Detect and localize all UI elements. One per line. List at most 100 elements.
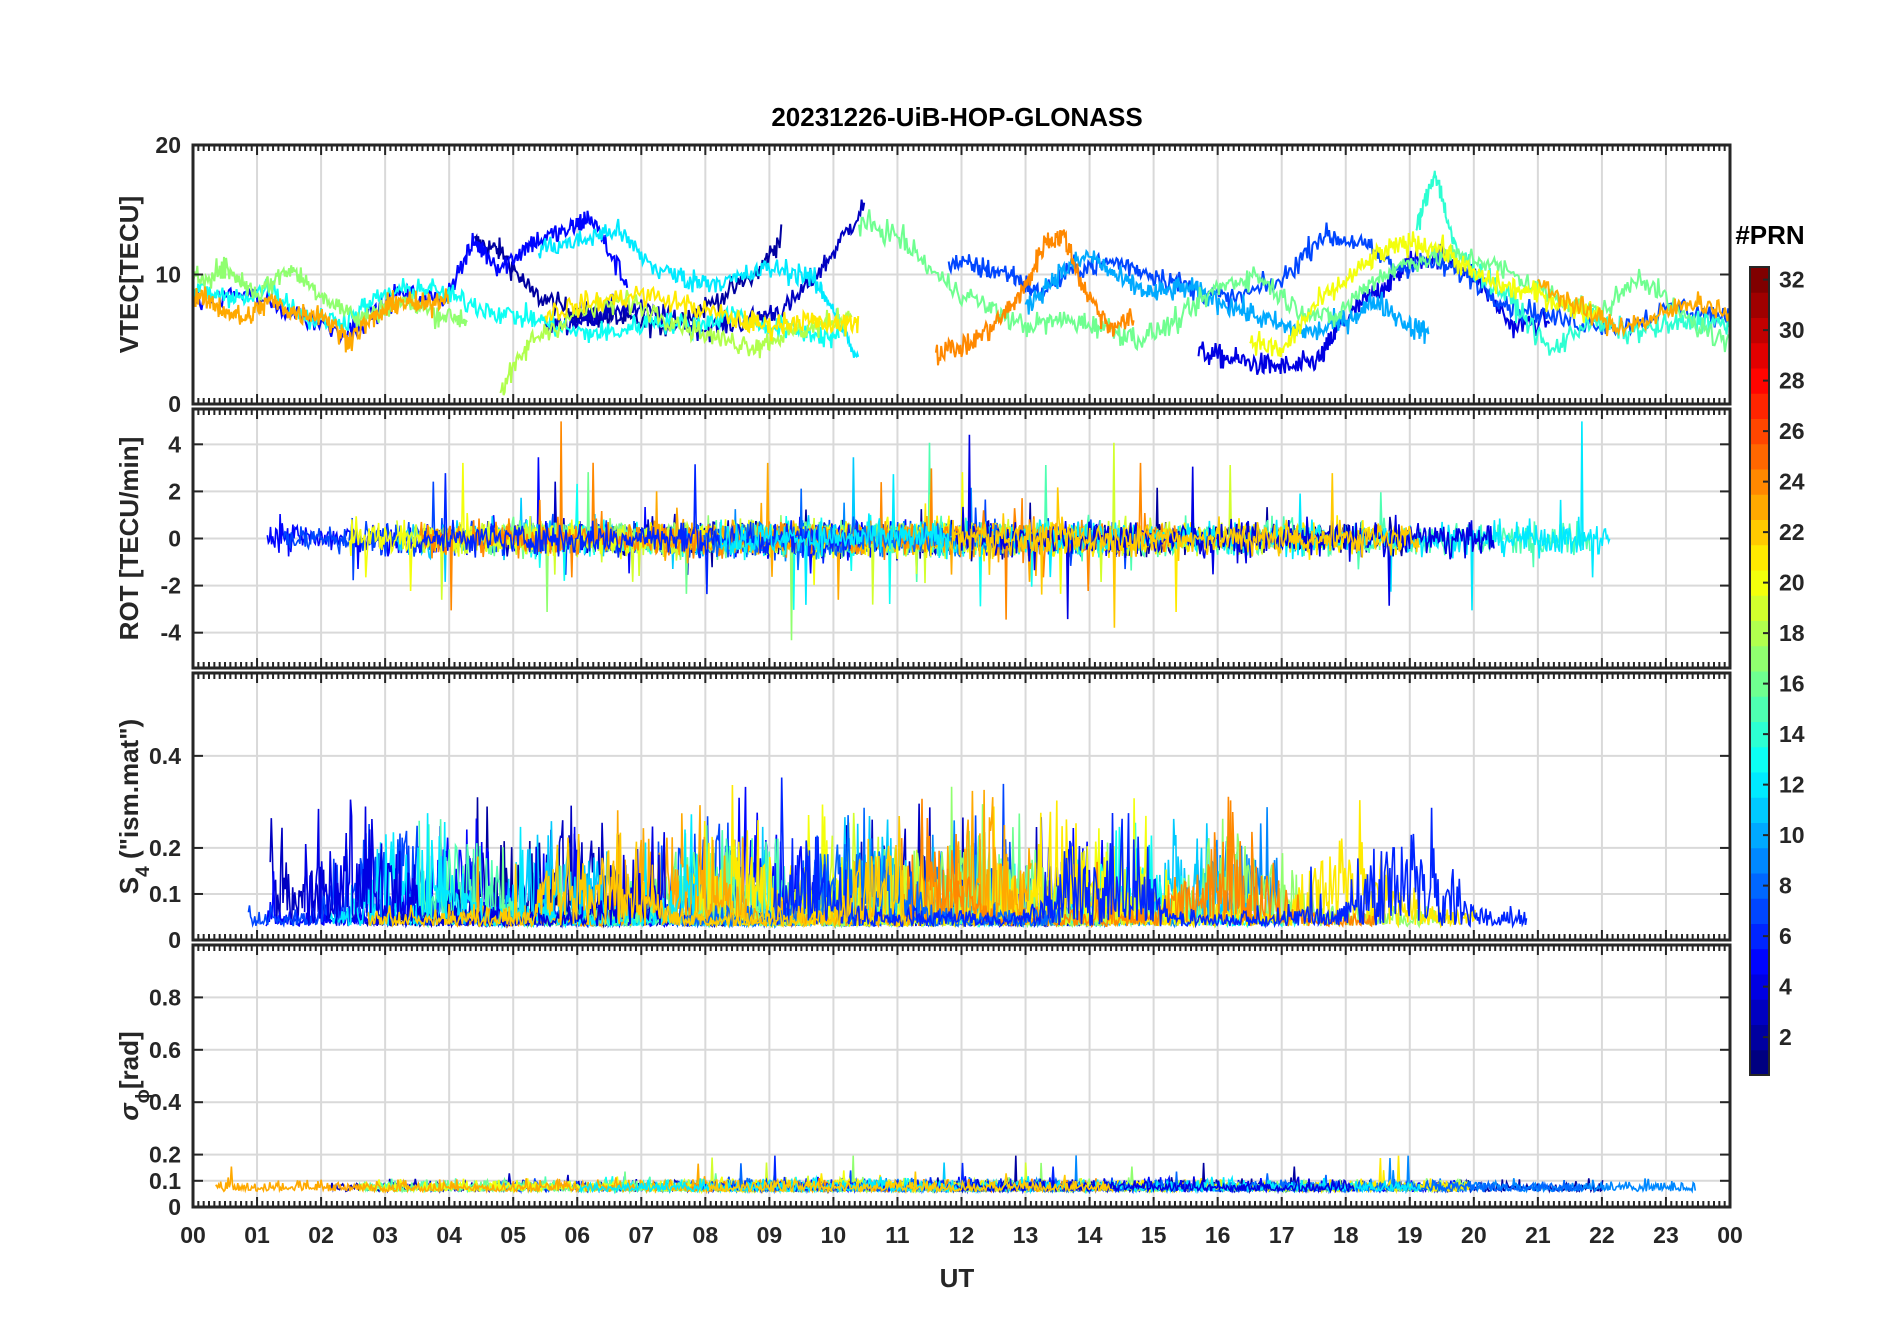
colorbar-swatch — [1750, 772, 1769, 798]
x-axis-label: UT — [940, 1263, 975, 1293]
ticks-rot — [192, 409, 1731, 668]
x-tick-label: 11 — [885, 1222, 910, 1248]
series-line — [949, 473, 1420, 628]
series-line — [193, 284, 450, 353]
colorbar-swatch — [1750, 822, 1769, 849]
colorbar-tick-label: 30 — [1779, 317, 1805, 343]
series-sigma — [215, 1155, 1697, 1195]
colorbar-title: #PRN — [1735, 220, 1804, 250]
series-line — [1537, 278, 1730, 338]
series-line — [1197, 243, 1551, 376]
colorbar-tick-label: 20 — [1779, 570, 1805, 596]
x-tick-label: 21 — [1525, 1222, 1551, 1248]
colorbar-swatch — [1750, 418, 1769, 445]
panel-s4: 0 0.1 0.2 0.4S4 ("ism.mat") — [114, 671, 1732, 953]
x-tick-label: 16 — [1205, 1222, 1231, 1248]
colorbar-swatch — [1750, 342, 1769, 369]
series-vtec — [193, 170, 1730, 396]
x-tick-label: 04 — [436, 1222, 462, 1248]
colorbar-swatch — [1750, 519, 1769, 546]
colorbar-swatch — [1750, 393, 1769, 419]
y-axis-label-rot: ROT [TECU/min] — [114, 437, 144, 641]
y-axis-label-s4: S4 ("ism.mat") — [114, 719, 154, 894]
y-tick-label: 0.1 — [149, 881, 181, 907]
colorbar-tick-label: 6 — [1779, 923, 1792, 949]
y-tick-label: 0.4 — [149, 1089, 181, 1115]
ticks-vtec — [192, 144, 1731, 405]
y-tick-label: 0.8 — [149, 984, 181, 1010]
colorbar-swatch — [1750, 974, 1769, 1000]
colorbar-swatch — [1750, 797, 1769, 823]
colorbar-swatch — [1750, 544, 1769, 571]
colorbar-swatch — [1750, 469, 1769, 495]
x-tick-label: 12 — [949, 1222, 975, 1248]
colorbar-swatch — [1750, 494, 1769, 520]
colorbar-tick-label: 14 — [1779, 721, 1805, 747]
ticks-s4 — [192, 673, 1731, 941]
x-tick-label: 01 — [244, 1222, 270, 1248]
y-axis-label-sigma: σϕ[rad] — [114, 1031, 154, 1120]
series-line — [934, 229, 1135, 366]
y-axis-label-vtec: VTEC[TECU] — [114, 196, 144, 353]
x-tick-label: 10 — [821, 1222, 847, 1248]
colorbar-swatch — [1750, 898, 1769, 924]
x-tick-label: 02 — [308, 1222, 334, 1248]
colorbar-swatch — [1750, 317, 1769, 344]
grid-vtec — [193, 145, 1730, 404]
x-tick-label: 06 — [564, 1222, 590, 1248]
x-tick-label: 00 — [180, 1222, 206, 1248]
series-line — [544, 285, 860, 342]
series-line — [1249, 231, 1602, 358]
panel-vtec: 0 10 20 VTEC[TECU] — [114, 132, 1732, 417]
colorbar-tick-label: 10 — [1779, 822, 1805, 848]
x-tick-label: 13 — [1013, 1222, 1039, 1248]
series-line — [842, 442, 1591, 583]
x-tick-label: 15 — [1141, 1222, 1167, 1248]
series-line — [537, 218, 860, 359]
y-tick-label: 0.4 — [149, 743, 181, 769]
ticks-sigma — [192, 945, 1731, 1208]
panel-rot: -4 -2 0 2 4 ROT [TECU/min] — [114, 407, 1732, 670]
colorbar-swatch — [1750, 746, 1769, 773]
y-tick-label: 4 — [168, 431, 181, 457]
colorbar-frame — [1749, 266, 1770, 1076]
y-tick-label: 0 — [168, 391, 181, 417]
x-tick-label: 08 — [693, 1222, 719, 1248]
panel-sigma: 00.10.2 0.4 0.6 0.8 σϕ[rad] 00 01 02 03 04 05 06 07 0… — [114, 943, 1743, 1248]
colorbar-swatch — [1750, 671, 1769, 697]
colorbar-swatch — [1750, 873, 1769, 899]
series-line — [473, 224, 783, 339]
y-tick-label: 0 — [168, 526, 181, 552]
colorbar-swatch — [1750, 1024, 1769, 1051]
x-tick-label: 05 — [500, 1222, 526, 1248]
colorbar-swatch — [1750, 999, 1769, 1025]
colorbar-swatch — [1750, 696, 1769, 722]
series-line — [707, 1171, 1114, 1195]
x-tick-label: 09 — [757, 1222, 783, 1248]
y-tick-label: 10 — [155, 262, 181, 288]
colorbar-swatch — [1750, 443, 1769, 470]
colorbar-swatch — [1750, 1049, 1769, 1076]
x-tick-label: 17 — [1269, 1222, 1295, 1248]
colorbar-swatch — [1750, 570, 1769, 596]
y-tick-label: 0.6 — [149, 1037, 181, 1063]
y-tick-label: 0.1 — [149, 1168, 181, 1194]
series-line — [772, 777, 1528, 929]
colorbar-swatch — [1750, 620, 1769, 647]
y-tick-label: 0 — [168, 927, 181, 953]
y-tick-label: 0.2 — [149, 1142, 181, 1168]
series-line — [1415, 170, 1730, 356]
colorbar-tick-label: 4 — [1779, 974, 1792, 1000]
series-s4 — [247, 777, 1528, 930]
x-tick-label: 03 — [372, 1222, 398, 1248]
colorbar-tick-label: 18 — [1779, 620, 1805, 646]
x-tick-label: 23 — [1653, 1222, 1679, 1248]
x-tick-label: 19 — [1397, 1222, 1423, 1248]
series-line — [947, 222, 1730, 337]
x-tick-label: 20 — [1461, 1222, 1487, 1248]
colorbar-tick-label: 24 — [1779, 469, 1805, 495]
colorbar-tick-label: 2 — [1779, 1024, 1792, 1050]
colorbar-swatch — [1750, 923, 1769, 950]
